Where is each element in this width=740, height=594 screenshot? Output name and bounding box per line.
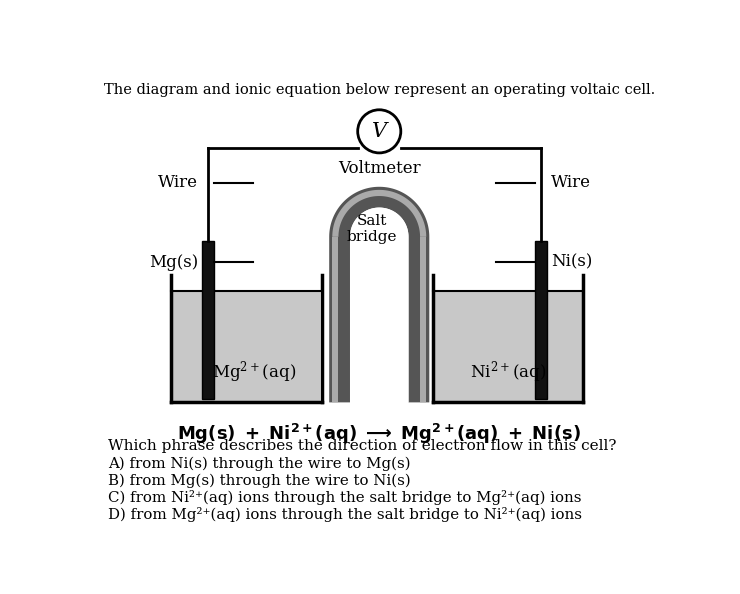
Text: B) from Mg(s) through the wire to Ni(s): B) from Mg(s) through the wire to Ni(s)	[108, 473, 411, 488]
Text: $\mathbf{Mg(s)\ +\ Ni^{2+}(aq)\ \longrightarrow\ Mg^{2+}(aq)\ +\ Ni(s)}$: $\mathbf{Mg(s)\ +\ Ni^{2+}(aq)\ \longrig…	[178, 422, 581, 446]
Text: Salt
bridge: Salt bridge	[346, 214, 397, 244]
Text: $\mathregular{Mg^{2+}(aq)}$: $\mathregular{Mg^{2+}(aq)}$	[212, 359, 296, 384]
Polygon shape	[173, 290, 320, 401]
Text: The diagram and ionic equation below represent an operating voltaic cell.: The diagram and ionic equation below rep…	[104, 83, 655, 97]
Polygon shape	[329, 187, 429, 402]
Text: $\mathregular{Ni^{2+}(aq)}$: $\mathregular{Ni^{2+}(aq)}$	[470, 359, 546, 384]
Text: A) from Ni(s) through the wire to Mg(s): A) from Ni(s) through the wire to Mg(s)	[108, 456, 411, 470]
Polygon shape	[332, 237, 338, 402]
Polygon shape	[202, 241, 215, 399]
Text: Ni(s): Ni(s)	[551, 254, 592, 271]
Text: Which phrase describes the direction of electron flow in this cell?: Which phrase describes the direction of …	[108, 440, 616, 453]
Text: V: V	[371, 122, 387, 141]
Text: Wire: Wire	[551, 175, 591, 191]
Polygon shape	[350, 207, 408, 402]
Text: C) from Ni²⁺(aq) ions through the salt bridge to Mg²⁺(aq) ions: C) from Ni²⁺(aq) ions through the salt b…	[108, 490, 582, 505]
Text: D) from Mg²⁺(aq) ions through the salt bridge to Ni²⁺(aq) ions: D) from Mg²⁺(aq) ions through the salt b…	[108, 507, 582, 522]
Polygon shape	[332, 190, 426, 237]
Text: Mg(s): Mg(s)	[149, 254, 198, 271]
Circle shape	[357, 110, 401, 153]
Polygon shape	[434, 290, 582, 401]
Polygon shape	[535, 241, 547, 399]
Text: Wire: Wire	[158, 175, 198, 191]
Text: Voltmeter: Voltmeter	[338, 160, 420, 177]
Polygon shape	[420, 237, 426, 402]
